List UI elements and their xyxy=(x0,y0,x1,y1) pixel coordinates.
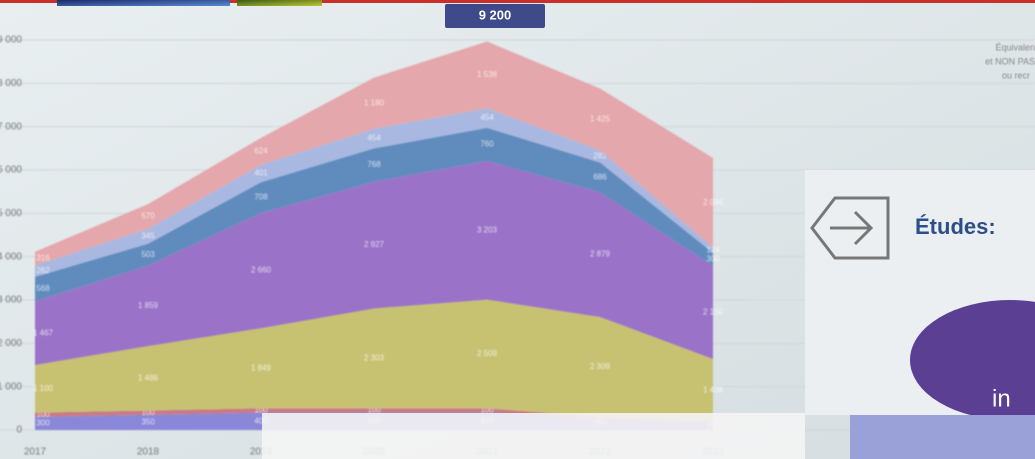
data-label: 3 203 xyxy=(477,225,498,234)
data-label: 568 xyxy=(36,284,50,293)
data-label: 350 xyxy=(141,418,155,427)
data-label: 760 xyxy=(480,139,494,148)
thumbnail xyxy=(237,0,322,6)
data-label: 768 xyxy=(367,160,381,169)
data-label: 2 303 xyxy=(364,354,385,363)
data-label: 1 100 xyxy=(33,384,54,393)
y-tick-label: 9 000 xyxy=(0,35,22,46)
screen: 0 1 000 2 000 3 000 4 000 5 000 6 000 7 000 8 00… xyxy=(0,0,1035,459)
data-label: 1 425 xyxy=(590,114,611,123)
data-label: 2 509 xyxy=(477,349,498,358)
data-label: 1 438 xyxy=(703,385,724,394)
y-tick-label: 3 000 xyxy=(0,295,22,306)
annotation: 9 200 xyxy=(479,7,512,22)
data-label: 2 660 xyxy=(251,266,272,275)
note-line: et NON PAS xyxy=(985,56,1035,66)
circle-text: in xyxy=(992,385,1011,412)
data-label: 2 879 xyxy=(590,250,611,259)
data-label: 1 849 xyxy=(251,363,272,372)
x-tick-label: 2017 xyxy=(24,447,47,458)
data-label: 686 xyxy=(593,172,607,181)
data-label: 2 927 xyxy=(364,240,385,249)
data-label: 316 xyxy=(36,254,50,263)
data-label: 1 859 xyxy=(138,301,159,310)
overlay-box xyxy=(262,413,805,459)
y-tick-label: 5 000 xyxy=(0,208,22,219)
data-label: 345 xyxy=(141,231,155,240)
data-label: 300 xyxy=(706,254,720,263)
data-label: 503 xyxy=(141,250,155,259)
data-label: 454 xyxy=(480,113,494,122)
data-label: 124 xyxy=(706,245,720,254)
data-label: 1 486 xyxy=(138,373,159,382)
panel-title: Études: xyxy=(915,214,996,239)
data-label: 708 xyxy=(254,193,268,202)
overlay-box xyxy=(850,415,1035,459)
y-tick-label: 0 xyxy=(16,425,22,436)
data-label: 2 066 xyxy=(703,198,724,207)
thumbnail xyxy=(57,0,230,6)
data-label: 1 538 xyxy=(477,70,498,79)
y-tick-label: 4 000 xyxy=(0,251,22,262)
data-label: 1 467 xyxy=(33,328,54,337)
note-line: Équivalen xyxy=(995,42,1035,52)
data-label: 624 xyxy=(254,146,268,155)
y-tick-label: 2 000 xyxy=(0,338,22,349)
y-tick-label: 7 000 xyxy=(0,121,22,132)
x-tick-label: 2018 xyxy=(137,447,160,458)
data-label: 2 150 xyxy=(703,308,724,317)
data-label: 570 xyxy=(141,212,155,221)
data-label: 454 xyxy=(367,134,381,143)
data-label: 262 xyxy=(36,266,50,275)
data-label: 2 309 xyxy=(590,362,611,371)
y-tick-label: 6 000 xyxy=(0,165,22,176)
data-label: 401 xyxy=(254,169,268,178)
y-tick-label: 1 000 xyxy=(0,381,22,392)
data-label: 1 180 xyxy=(364,98,385,107)
note-line: ou recr xyxy=(1002,70,1030,80)
data-label: 300 xyxy=(36,419,50,428)
y-tick-label: 8 000 xyxy=(0,78,22,89)
